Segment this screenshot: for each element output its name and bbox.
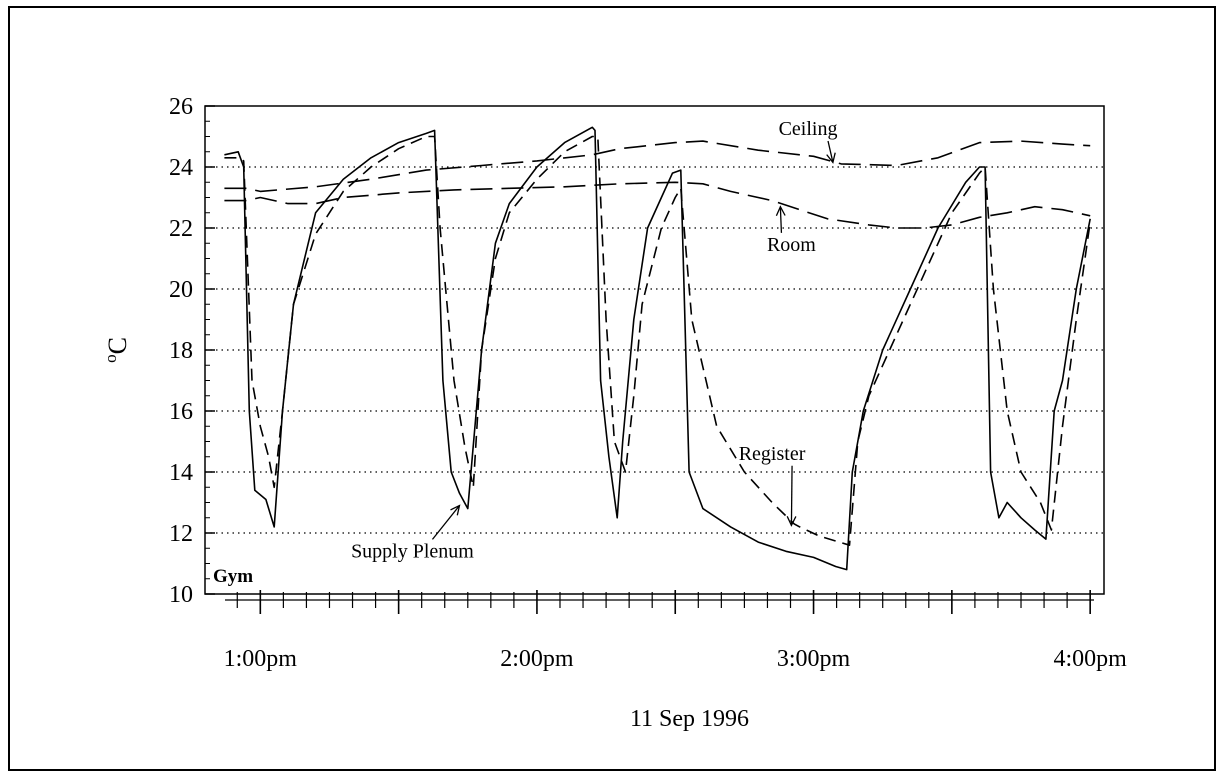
series-line-supply-plenum <box>224 126 1091 571</box>
y-tick-label: 12 <box>169 521 193 547</box>
annotation-arrowhead <box>775 205 786 217</box>
annotation-arrow <box>431 505 460 540</box>
y-tick-label: 14 <box>169 460 193 486</box>
annotation-room: Room <box>767 234 816 256</box>
y-axis-title-unit: C <box>103 337 132 354</box>
annotation-arrowhead <box>450 504 461 516</box>
x-tick-label: 2:00pm <box>500 646 574 672</box>
x-axis-title: 11 Sep 1996 <box>630 706 749 732</box>
annotation-ceiling: Ceiling <box>779 118 838 140</box>
series-group <box>224 126 1091 571</box>
annotation-register: Register <box>739 443 806 465</box>
annotation-arrowhead <box>826 152 836 164</box>
y-tick-label: 22 <box>169 216 193 242</box>
panel-label: Gym <box>213 566 253 587</box>
annotation-arrow <box>827 140 834 163</box>
y-tick-label: 26 <box>169 94 193 120</box>
y-axis-title: oC <box>101 337 132 363</box>
annotation-arrowhead <box>786 516 797 527</box>
x-tick-label: 4:00pm <box>1053 646 1127 672</box>
annotation-arrow <box>790 465 793 526</box>
y-tick-label: 18 <box>169 338 193 364</box>
y-tick-label: 16 <box>169 399 193 425</box>
x-tick-label: 3:00pm <box>777 646 851 672</box>
series-line-room <box>224 181 1091 229</box>
annotation-supply-plenum: Supply Plenum <box>351 540 474 562</box>
y-tick-label: 24 <box>169 155 193 181</box>
series-line-ceiling <box>224 140 1091 193</box>
annotations: Ceiling Room Register Supply Plenum <box>351 118 837 562</box>
y-tick-label: 10 <box>169 582 193 608</box>
annotation-arrow <box>779 206 783 233</box>
chart-frame <box>8 6 1216 771</box>
y-tick-label: 20 <box>169 277 193 303</box>
series-line-register <box>224 135 1091 546</box>
y-axis-title-degree: o <box>101 354 120 363</box>
x-tick-label: 1:00pm <box>224 646 298 672</box>
axis-ticks: 10 12 14 16 18 20 22 24 26 1:00pm 2:00pm 3:00pm 4:00… <box>169 94 1127 672</box>
grid <box>205 166 1104 534</box>
